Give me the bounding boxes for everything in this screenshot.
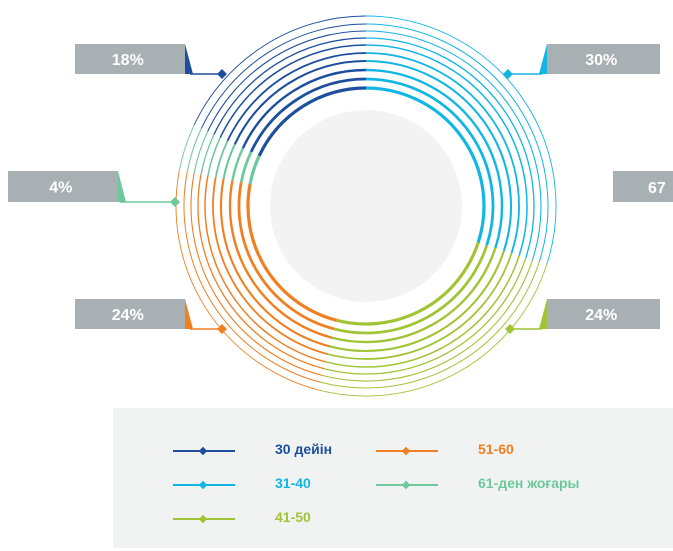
- callout-tab: [185, 299, 193, 329]
- legend-swatch-marker: [401, 480, 411, 490]
- pie-slice-ring: [207, 30, 367, 132]
- pie-slice-ring: [246, 183, 338, 322]
- pie-slice-ring: [226, 52, 367, 142]
- pie-slice-ring: [365, 30, 542, 261]
- pie-slice-ring: [212, 177, 329, 356]
- pie-slice-ring: [329, 250, 505, 353]
- pie-slice-ring: [207, 137, 221, 176]
- pie-slice-ring: [320, 262, 540, 389]
- pie-slice-ring: [193, 131, 209, 174]
- legend-label: 31-40: [275, 475, 311, 491]
- callout-marker: [217, 324, 227, 334]
- pie-slice-ring: [219, 44, 367, 138]
- pie-slice-ring: [249, 77, 367, 153]
- legend-label: 61-ден жоғары: [478, 475, 580, 491]
- callout-box: [547, 299, 660, 329]
- pie-slice-ring: [175, 170, 319, 391]
- data-label: 4%: [49, 180, 72, 197]
- pie-rings: [175, 15, 557, 397]
- data-label: 30%: [585, 52, 617, 69]
- pie-slice-ring: [183, 171, 321, 383]
- pie-slice-ring: [365, 59, 513, 252]
- data-label: 18%: [112, 52, 144, 69]
- data-label: 24%: [585, 307, 617, 324]
- pie-slice-ring: [200, 134, 215, 175]
- pie-slice-ring: [228, 180, 333, 339]
- pie-slice-ring: [365, 23, 549, 263]
- pie-slice-ring: [365, 37, 535, 259]
- callout-box-cut: [613, 171, 673, 202]
- pie-slice-ring: [336, 241, 480, 326]
- chart-center-disc: [270, 110, 462, 302]
- pie-slice-ring: [318, 264, 548, 397]
- pie-slice-ring: [324, 257, 527, 375]
- pie-slice-ring: [365, 15, 557, 265]
- callout-box: [75, 299, 185, 329]
- legend-label: 51-60: [478, 441, 514, 457]
- callout-tab-cut: [605, 171, 613, 202]
- pie-slice-ring: [322, 259, 533, 382]
- callout-tab: [118, 171, 126, 202]
- callout-marker: [217, 69, 227, 79]
- pie-slice-ring: [213, 37, 367, 135]
- legend-label: 41-50: [275, 509, 311, 525]
- pie-slice-ring: [178, 124, 195, 171]
- callout-tab: [539, 44, 547, 74]
- pie-slice-ring: [331, 247, 497, 344]
- pie-slice-ring: [257, 86, 367, 157]
- pie-slice-ring: [222, 143, 236, 180]
- callout-box: [75, 44, 185, 74]
- pie-slice-ring: [239, 151, 253, 183]
- legend-swatch-marker: [198, 446, 208, 456]
- pie-slice-ring: [233, 59, 367, 145]
- legend-swatch-marker: [198, 480, 208, 490]
- pie-slice-ring: [248, 155, 261, 185]
- pie-slice-ring: [237, 181, 335, 331]
- callout-box: [8, 171, 118, 202]
- pie-slice-ring: [365, 44, 528, 256]
- callout-marker: [170, 197, 180, 207]
- pie-slice-ring: [327, 253, 513, 360]
- pie-callouts: 18% 30% 4% 24% 24% 67: [8, 44, 673, 334]
- pie-slice-ring: [325, 255, 520, 368]
- legend-label: 30 дейін: [275, 441, 333, 457]
- pie-slice-ring: [365, 86, 486, 243]
- callout-marker: [503, 69, 513, 79]
- pie-slice-ring: [219, 178, 331, 348]
- pie-slice-ring: [365, 52, 520, 254]
- pie-slice-ring: [365, 68, 504, 249]
- callout-tab: [539, 299, 547, 329]
- pie-slice-ring: [190, 173, 323, 377]
- pie-slice-ring: [214, 140, 229, 178]
- pie-slice-ring: [241, 68, 367, 149]
- callout-tab: [185, 44, 193, 74]
- pie-slice-ring: [186, 128, 202, 172]
- callout-box: [547, 44, 660, 74]
- pie-slice-ring: [193, 15, 367, 126]
- pie-slice-ring: [334, 244, 489, 335]
- pie-slice-ring: [231, 147, 245, 181]
- legend-swatch-marker: [198, 514, 208, 524]
- data-label: 24%: [112, 307, 144, 324]
- pie-slice-ring: [365, 77, 495, 246]
- pie-slice-ring: [200, 23, 367, 129]
- legend: 30 дейін 51-60 31-40 61-ден жоғары 41-50: [113, 408, 673, 548]
- pie-slice-ring: [204, 175, 327, 363]
- legend-swatch-marker: [401, 446, 411, 456]
- pie-slice-ring: [197, 174, 325, 370]
- data-label-cut: 67: [648, 180, 666, 197]
- callout-marker: [505, 324, 515, 334]
